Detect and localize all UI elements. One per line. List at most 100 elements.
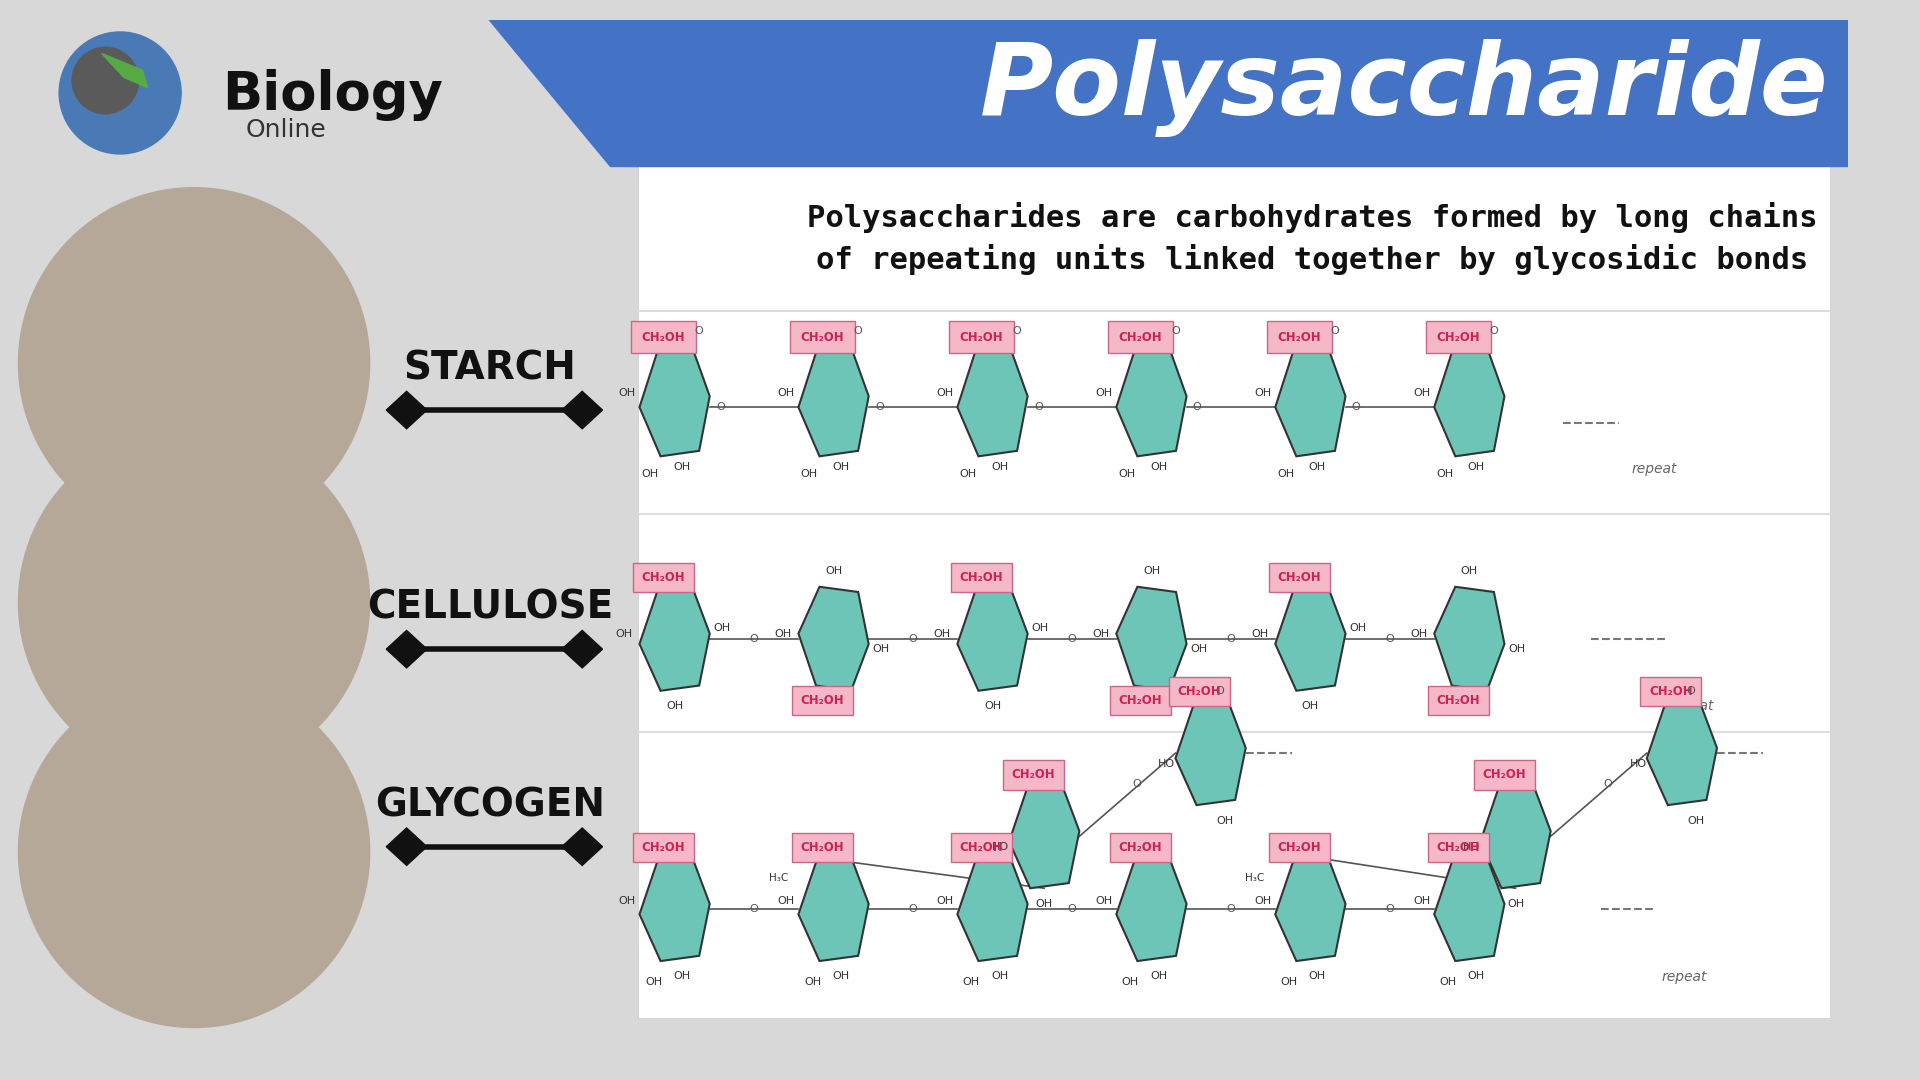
Polygon shape	[958, 858, 1027, 961]
Text: O: O	[749, 634, 758, 644]
Text: CH₂OH: CH₂OH	[1436, 693, 1480, 706]
Text: CH₂OH: CH₂OH	[1119, 693, 1162, 706]
Polygon shape	[1116, 347, 1187, 457]
Text: O: O	[1603, 780, 1613, 789]
Polygon shape	[1175, 701, 1246, 805]
Circle shape	[60, 32, 180, 154]
Text: HO: HO	[1463, 841, 1480, 852]
Text: OH: OH	[1121, 976, 1139, 987]
Text: CH₂OH: CH₂OH	[960, 330, 1004, 343]
Polygon shape	[958, 347, 1027, 457]
Text: OH: OH	[614, 629, 632, 638]
Text: OH: OH	[674, 462, 689, 472]
Text: OH: OH	[645, 976, 662, 987]
Text: GLYCOGEN: GLYCOGEN	[374, 786, 605, 824]
Text: OH: OH	[1467, 971, 1484, 982]
Text: OH: OH	[991, 971, 1008, 982]
Text: O: O	[1331, 326, 1340, 336]
Text: OH: OH	[831, 462, 849, 472]
FancyBboxPatch shape	[1108, 322, 1173, 352]
Text: OH: OH	[1096, 388, 1114, 399]
Text: repeat: repeat	[1632, 462, 1678, 476]
Text: O: O	[749, 904, 758, 914]
Polygon shape	[639, 858, 710, 961]
Text: OH: OH	[1467, 462, 1484, 472]
Text: OH: OH	[1440, 976, 1457, 987]
Polygon shape	[563, 631, 603, 667]
Polygon shape	[1275, 586, 1346, 691]
Text: OH: OH	[712, 623, 730, 633]
Text: OH: OH	[1096, 895, 1114, 906]
Text: Online: Online	[246, 119, 326, 143]
Text: Biology: Biology	[223, 69, 444, 121]
Text: OH: OH	[1190, 644, 1208, 654]
Text: O: O	[1171, 326, 1181, 336]
Text: OH: OH	[801, 470, 818, 480]
Text: CH₂OH: CH₂OH	[1012, 769, 1054, 782]
FancyBboxPatch shape	[1428, 686, 1488, 715]
Text: OH: OH	[937, 388, 954, 399]
Text: OH: OH	[1413, 895, 1430, 906]
Circle shape	[19, 427, 371, 778]
Text: OH: OH	[666, 701, 684, 711]
Text: CH₂OH: CH₂OH	[960, 571, 1004, 584]
Text: O: O	[908, 634, 918, 644]
Polygon shape	[1116, 858, 1187, 961]
Text: O: O	[1227, 634, 1235, 644]
Text: HO: HO	[1158, 758, 1175, 769]
Text: Polysaccharides are carbohydrates formed by long chains: Polysaccharides are carbohydrates formed…	[806, 202, 1818, 233]
Polygon shape	[1434, 858, 1505, 961]
Text: OH: OH	[1507, 899, 1524, 908]
FancyBboxPatch shape	[1428, 833, 1488, 862]
Text: OH: OH	[872, 644, 889, 654]
Text: OH: OH	[1254, 895, 1271, 906]
FancyBboxPatch shape	[1110, 833, 1171, 862]
Text: CH₂OH: CH₂OH	[641, 571, 685, 584]
Text: OH: OH	[778, 388, 795, 399]
Text: O: O	[1012, 326, 1021, 336]
Text: OH: OH	[1281, 976, 1298, 987]
Polygon shape	[386, 631, 426, 667]
Text: O: O	[1386, 634, 1394, 644]
FancyBboxPatch shape	[1427, 322, 1490, 352]
Text: OH: OH	[991, 462, 1008, 472]
Polygon shape	[1275, 347, 1346, 457]
Text: OH: OH	[674, 971, 689, 982]
Text: OH: OH	[1309, 971, 1327, 982]
Text: OH: OH	[1031, 623, 1048, 633]
Text: O: O	[1033, 402, 1043, 413]
FancyBboxPatch shape	[632, 322, 695, 352]
Polygon shape	[1647, 701, 1716, 805]
Text: O: O	[1068, 904, 1077, 914]
Text: OH: OH	[983, 701, 1000, 711]
Text: repeat: repeat	[1668, 700, 1715, 714]
Text: CH₂OH: CH₂OH	[1277, 330, 1321, 343]
Text: HO: HO	[1630, 758, 1647, 769]
Text: STARCH: STARCH	[403, 350, 576, 388]
FancyBboxPatch shape	[948, 322, 1014, 352]
Text: CH₂OH: CH₂OH	[1119, 841, 1162, 854]
Text: CH₂OH: CH₂OH	[801, 841, 845, 854]
Text: O: O	[1688, 686, 1695, 696]
FancyBboxPatch shape	[1002, 760, 1064, 789]
Polygon shape	[386, 828, 426, 865]
Polygon shape	[799, 858, 868, 961]
Text: CH₂OH: CH₂OH	[1119, 330, 1162, 343]
Text: O: O	[1386, 904, 1394, 914]
Circle shape	[73, 48, 138, 113]
Text: O: O	[854, 326, 862, 336]
Polygon shape	[1275, 858, 1346, 961]
Text: repeat: repeat	[1661, 970, 1707, 984]
Text: H₃C: H₃C	[768, 873, 787, 882]
Text: CH₂OH: CH₂OH	[1436, 841, 1480, 854]
Text: CH₂OH: CH₂OH	[1649, 686, 1693, 699]
Text: CH₂OH: CH₂OH	[1277, 571, 1321, 584]
FancyBboxPatch shape	[1169, 677, 1231, 706]
Text: OH: OH	[1688, 815, 1705, 825]
Text: O: O	[1490, 326, 1498, 336]
Text: O: O	[1227, 904, 1235, 914]
Circle shape	[19, 188, 371, 539]
Polygon shape	[1116, 586, 1187, 691]
FancyBboxPatch shape	[791, 833, 852, 862]
Polygon shape	[799, 586, 868, 691]
